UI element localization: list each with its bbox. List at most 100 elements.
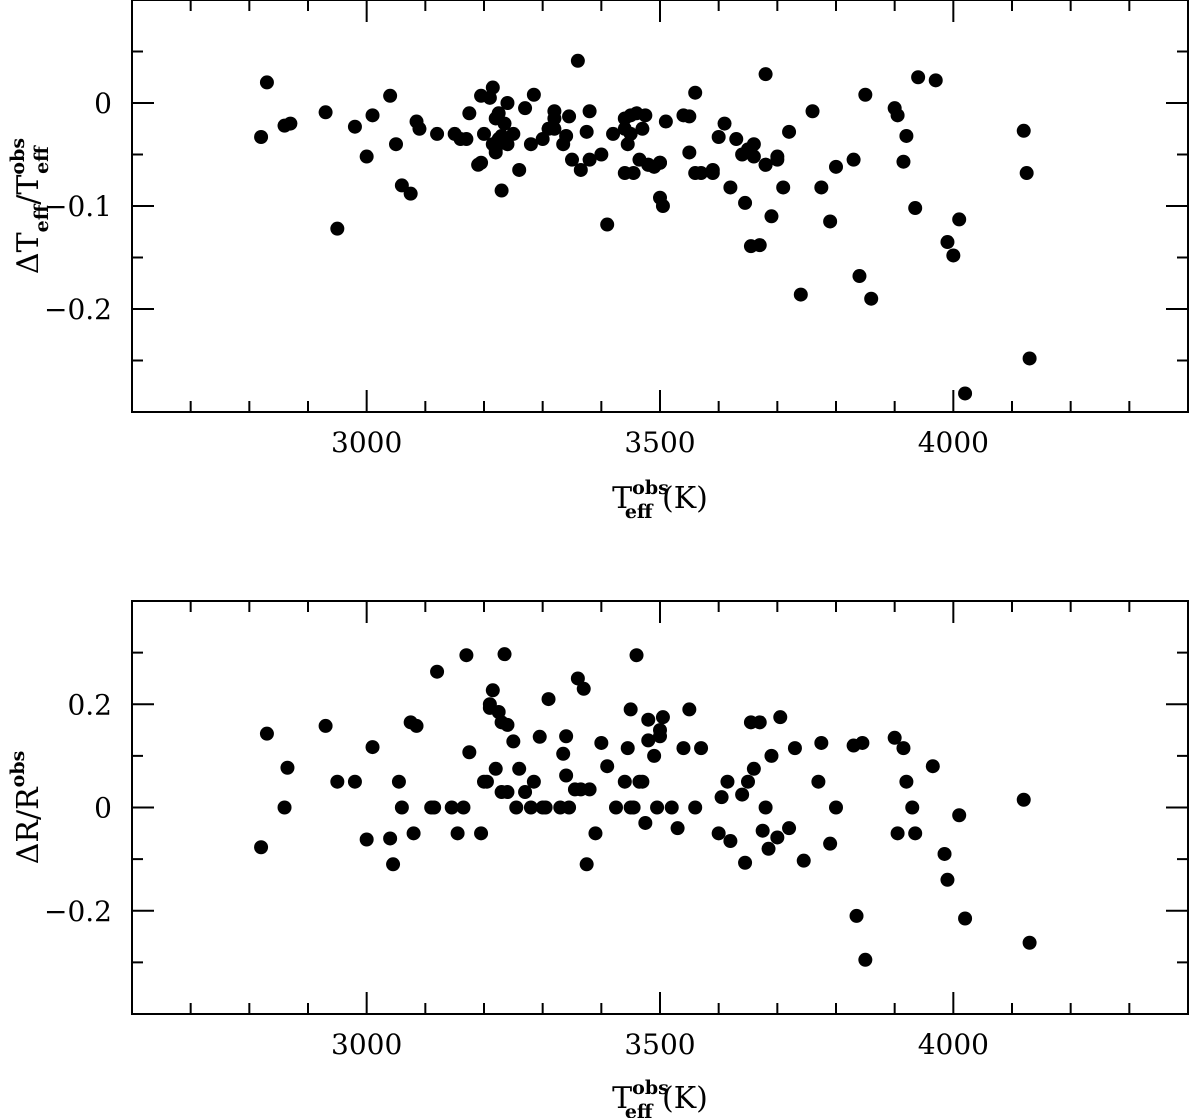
data-point [532, 729, 547, 744]
data-point [582, 782, 597, 797]
data-point [688, 166, 703, 181]
data-point [852, 269, 867, 284]
data-point [506, 126, 521, 141]
data-point [254, 129, 269, 144]
data-point [386, 857, 401, 872]
data-point [394, 178, 409, 193]
data-point [829, 159, 843, 174]
data-point [626, 800, 641, 815]
data-point [547, 111, 562, 126]
data-point [409, 718, 424, 733]
data-point [330, 774, 345, 789]
data-point [617, 166, 632, 181]
data-point [746, 149, 761, 164]
data-point [600, 759, 615, 774]
x-tick-label: 3000 [331, 426, 402, 459]
data-point [562, 109, 577, 124]
data-point [570, 53, 585, 68]
x-tick-label: 4000 [918, 426, 989, 459]
data-point [406, 826, 421, 841]
y-tick-label: 0 [94, 87, 112, 120]
data-point [277, 800, 292, 815]
data-point [899, 774, 914, 789]
data-point [330, 221, 345, 236]
data-point [462, 745, 477, 760]
data-point [609, 800, 623, 815]
data-point [629, 648, 644, 663]
data-point [488, 761, 503, 776]
data-point [617, 111, 632, 126]
data-point [653, 155, 667, 170]
data-point [573, 162, 588, 177]
data-point [752, 715, 767, 730]
data-point [908, 826, 923, 841]
data-point [655, 199, 670, 213]
data-point [940, 235, 955, 250]
data-point [259, 75, 274, 90]
y-axis-title: ΔR/Robs [7, 751, 46, 865]
data-point [655, 710, 670, 725]
data-point [488, 142, 503, 157]
data-point [450, 826, 465, 841]
data-point [796, 853, 811, 868]
data-point [755, 823, 770, 838]
data-point [259, 726, 274, 741]
data-point [811, 774, 826, 789]
data-point [565, 152, 579, 167]
data-point [559, 729, 574, 744]
data-point [758, 157, 773, 172]
data-point [570, 671, 585, 686]
data-point [512, 162, 527, 177]
data-point [928, 73, 943, 88]
data-point [582, 152, 597, 167]
data-point [541, 692, 556, 707]
data-point [638, 815, 653, 830]
y-tick-label: 0 [94, 792, 112, 825]
data-point [600, 217, 615, 232]
data-point [365, 740, 380, 755]
data-point [635, 121, 650, 136]
data-point [776, 180, 791, 195]
data-point [500, 96, 515, 110]
data-point [389, 137, 403, 152]
data-point [430, 664, 445, 679]
data-point [582, 104, 597, 119]
data-point [729, 132, 744, 147]
data-point [940, 872, 955, 887]
data-point [512, 761, 527, 776]
data-point [456, 800, 471, 815]
data-point [705, 166, 720, 181]
data-point [908, 201, 923, 216]
data-point [394, 800, 409, 815]
data-point [254, 840, 269, 855]
data-point [711, 129, 726, 144]
data-point [474, 826, 489, 841]
data-point [594, 147, 609, 162]
data-point [764, 209, 779, 224]
data-point [782, 821, 797, 836]
data-point [635, 774, 650, 789]
data-point [562, 800, 577, 815]
data-point [462, 106, 477, 121]
data-point [890, 826, 905, 841]
data-point [937, 846, 952, 861]
data-point [758, 67, 773, 82]
data-point [823, 214, 838, 229]
data-point [735, 787, 750, 802]
data-point [738, 855, 753, 870]
y-tick-label: −0.2 [44, 293, 112, 326]
data-point [855, 735, 870, 750]
data-point [538, 800, 553, 815]
data-point [485, 80, 500, 95]
data-point [770, 152, 785, 167]
data-point [523, 137, 538, 152]
data-point [623, 126, 638, 141]
data-point [365, 108, 380, 123]
data-point [391, 774, 406, 789]
data-point [670, 821, 685, 836]
data-point [459, 648, 474, 663]
data-point [474, 155, 489, 170]
data-point [746, 137, 761, 152]
data-point [594, 735, 609, 750]
